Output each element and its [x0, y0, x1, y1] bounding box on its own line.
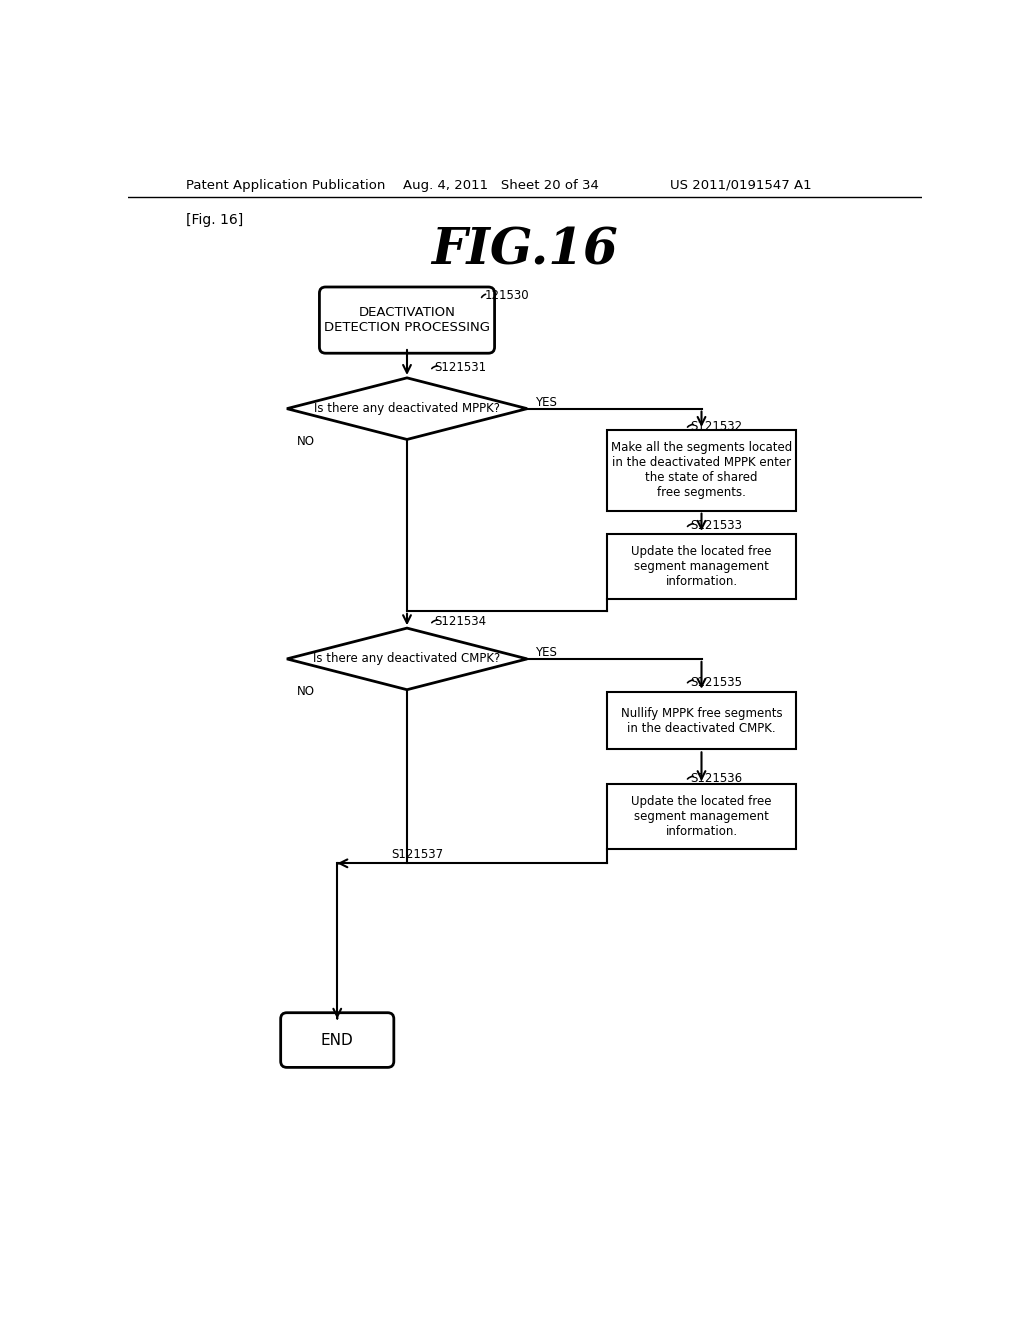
Text: US 2011/0191547 A1: US 2011/0191547 A1 — [671, 178, 812, 191]
Text: Is there any deactivated MPPK?: Is there any deactivated MPPK? — [314, 403, 500, 416]
Text: Aug. 4, 2011   Sheet 20 of 34: Aug. 4, 2011 Sheet 20 of 34 — [403, 178, 599, 191]
Text: S121532: S121532 — [690, 420, 742, 433]
Text: NO: NO — [297, 685, 315, 698]
Text: 121530: 121530 — [484, 289, 529, 302]
Text: [Fig. 16]: [Fig. 16] — [186, 213, 244, 227]
Text: Is there any deactivated CMPK?: Is there any deactivated CMPK? — [313, 652, 501, 665]
Bar — [606, 533, 797, 599]
Text: S121535: S121535 — [690, 676, 741, 689]
Text: S121536: S121536 — [690, 772, 742, 785]
Text: YES: YES — [535, 396, 557, 409]
Text: S121533: S121533 — [690, 519, 741, 532]
Text: DEACTIVATION
DETECTION PROCESSING: DEACTIVATION DETECTION PROCESSING — [324, 306, 490, 334]
Bar — [606, 430, 797, 511]
Text: Update the located free
segment management
information.: Update the located free segment manageme… — [631, 795, 772, 838]
Polygon shape — [287, 628, 527, 689]
Polygon shape — [287, 378, 527, 440]
Text: S121531: S121531 — [434, 362, 486, 375]
Text: FIG.16: FIG.16 — [431, 226, 618, 276]
Text: YES: YES — [535, 647, 557, 659]
Text: NO: NO — [297, 436, 315, 449]
Text: Patent Application Publication: Patent Application Publication — [186, 178, 385, 191]
Text: Update the located free
segment management
information.: Update the located free segment manageme… — [631, 545, 772, 587]
Text: Nullify MPPK free segments
in the deactivated CMPK.: Nullify MPPK free segments in the deacti… — [621, 706, 782, 734]
Text: S121537: S121537 — [391, 847, 443, 861]
FancyBboxPatch shape — [319, 286, 495, 354]
Text: Make all the segments located
in the deactivated MPPK enter
the state of shared
: Make all the segments located in the dea… — [611, 441, 793, 499]
Text: END: END — [321, 1032, 353, 1048]
Bar — [606, 784, 797, 850]
Bar — [606, 692, 797, 750]
Text: S121534: S121534 — [434, 615, 486, 628]
FancyBboxPatch shape — [281, 1012, 394, 1068]
